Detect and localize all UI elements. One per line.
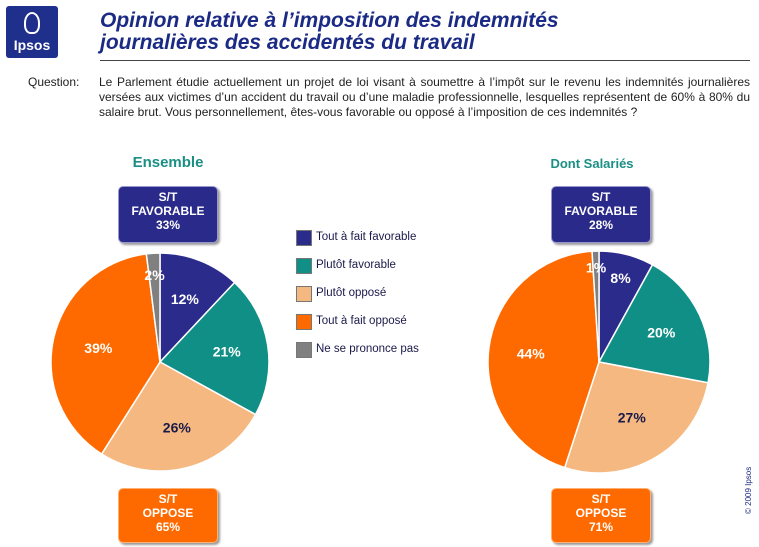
pie-slice	[159, 252, 236, 364]
pie-data-label: 1%	[586, 260, 607, 276]
legend-item: Plutôt opposé	[296, 286, 456, 304]
pie-slice	[591, 250, 600, 363]
logo-text: Ipsos	[13, 37, 51, 53]
pie-data-label: 8%	[610, 270, 631, 286]
pie-data-label: 39%	[84, 340, 113, 356]
pie-data-label: 12%	[171, 291, 200, 307]
favorable-box-line1: S/T	[591, 190, 611, 204]
legend-label: Plutôt opposé	[316, 287, 387, 299]
chart-title-salaries: Dont Salariés	[550, 156, 634, 171]
oppose-box-line2: OPPOSE	[142, 506, 194, 520]
legend-swatch	[296, 230, 312, 246]
legend-label: Tout à fait favorable	[316, 231, 417, 243]
pie-slice	[100, 361, 257, 472]
favorable-box-salaries: S/T FAVORABLE 28%	[551, 186, 651, 243]
chart-title-ensemble: Ensemble	[132, 154, 204, 171]
ipsos-logo: Ipsos	[6, 6, 58, 58]
legend-item: Tout à fait favorable	[296, 230, 456, 248]
pie-slice	[597, 263, 711, 384]
favorable-box-line2: FAVORABLE	[564, 204, 638, 218]
pie-data-label: 20%	[647, 325, 676, 341]
pie-slice	[145, 252, 161, 363]
oppose-box-ensemble: S/T OPPOSE 65%	[118, 488, 218, 543]
legend-label: Ne se prononce pas	[316, 343, 419, 355]
legend-item: Tout à fait opposé	[296, 314, 456, 332]
legend-label: Plutôt favorable	[316, 259, 396, 271]
ipsos-mark-icon	[24, 12, 40, 34]
question-label: Question:	[28, 75, 80, 89]
copyright-text: © 2009 Ipsos	[744, 466, 753, 514]
pie-data-label: 21%	[213, 343, 242, 359]
legend-swatch	[296, 314, 312, 330]
pie-slice	[487, 250, 600, 469]
oppose-box-line2: OPPOSE	[575, 506, 627, 520]
legend-swatch	[296, 258, 312, 274]
pie-data-label: 2%	[144, 267, 165, 283]
legend-swatch	[296, 342, 312, 358]
legend-swatch	[296, 286, 312, 302]
oppose-box-line1: S/T	[591, 492, 611, 506]
pie-slice	[50, 253, 161, 456]
title-line-1: Opinion relative à l’imposition des inde…	[100, 9, 559, 32]
oppose-box-value: 71%	[588, 520, 614, 534]
oppose-box-line1: S/T	[158, 492, 178, 506]
page-title: Opinion relative à l’imposition des inde…	[100, 10, 559, 54]
legend-item: Ne se prononce pas	[296, 342, 456, 360]
pie-data-label: 26%	[163, 419, 192, 435]
question-text: Le Parlement étudie actuellement un proj…	[99, 75, 750, 119]
pie-chart-salaries: 8% 20% 27% 44% 1%	[487, 250, 711, 474]
oppose-box-value: 65%	[155, 520, 181, 534]
favorable-box-value: 28%	[588, 218, 614, 232]
title-line-2: journalières des accidentés du travail	[100, 31, 475, 54]
title-divider	[100, 60, 750, 61]
pie-data-label: 44%	[517, 345, 546, 361]
pie-chart-ensemble: 12% 21% 26% 39% 2%	[50, 252, 270, 472]
favorable-box-ensemble: S/T FAVORABLE 33%	[118, 186, 218, 243]
legend-label: Tout à fait opposé	[316, 315, 407, 327]
favorable-box-line2: FAVORABLE	[131, 204, 205, 218]
legend-item: Plutôt favorable	[296, 258, 456, 276]
pie-slice	[563, 361, 709, 474]
oppose-box-salaries: S/T OPPOSE 71%	[551, 488, 651, 543]
favorable-box-line1: S/T	[158, 190, 178, 204]
favorable-box-value: 33%	[155, 218, 181, 232]
pie-slice	[158, 281, 270, 416]
pie-data-label: 27%	[618, 409, 647, 425]
